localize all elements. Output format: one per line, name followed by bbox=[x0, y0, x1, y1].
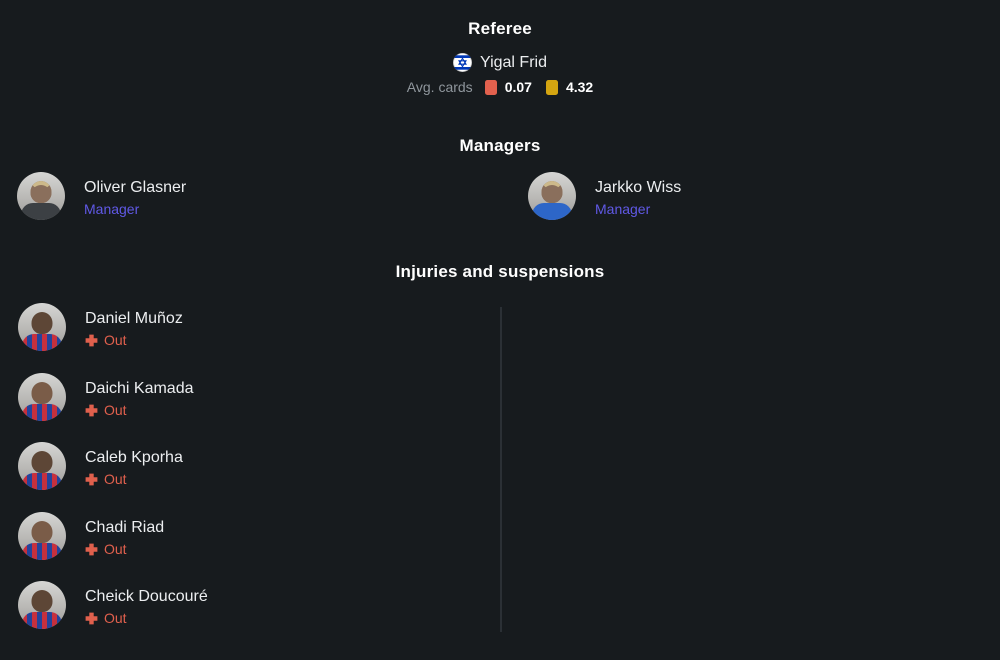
player-status: Out bbox=[104, 471, 127, 487]
player-status: Out bbox=[104, 540, 127, 557]
manager-role-label: Manager bbox=[595, 201, 651, 217]
yellow-card-icon bbox=[545, 79, 558, 95]
player-status: Out bbox=[104, 610, 127, 626]
player-name: Daniel Muñoz bbox=[85, 310, 183, 327]
player-row[interactable]: Cheick Doucouré Out bbox=[18, 581, 208, 629]
manager-row-away[interactable]: Jarkko Wiss Manager bbox=[528, 172, 681, 220]
yellow-card-average: 4.32 bbox=[565, 79, 594, 95]
medical-cross-icon bbox=[85, 334, 98, 347]
player-name: Cheick Doucouré bbox=[85, 588, 208, 605]
injuries-column-divider bbox=[500, 307, 502, 632]
red-card-average: 0.07 bbox=[504, 79, 532, 95]
player-avatar bbox=[18, 511, 66, 560]
medical-cross-icon bbox=[85, 473, 98, 486]
player-row[interactable]: Caleb Kporha Out bbox=[18, 442, 208, 490]
player-avatar bbox=[18, 303, 66, 351]
medical-cross-icon bbox=[85, 543, 98, 555]
player-name: Daichi Kamada bbox=[85, 379, 194, 397]
manager-row-home[interactable]: Oliver Glasner Manager bbox=[17, 172, 186, 220]
israel-flag-icon bbox=[453, 53, 472, 72]
managers-section-title: Managers bbox=[459, 136, 541, 155]
injuries-section-title: Injuries and suspensions bbox=[395, 262, 605, 281]
referee-avg-cards-row: Avg. cards 0.07 4.32 bbox=[0, 79, 1000, 95]
manager-name: Jarkko Wiss bbox=[595, 179, 682, 196]
manager-name: Oliver Glasner bbox=[84, 179, 187, 196]
injuries-home-list: Daniel Muñoz Out Daichi Kamada Out bbox=[18, 303, 208, 629]
manager-avatar bbox=[17, 172, 65, 220]
manager-avatar bbox=[528, 172, 576, 220]
player-avatar bbox=[18, 581, 66, 629]
manager-role-label: Manager bbox=[84, 201, 140, 217]
player-avatar bbox=[18, 372, 66, 421]
referee-name: Yigal Frid bbox=[480, 53, 547, 71]
player-row[interactable]: Chadi Riad Out bbox=[18, 511, 208, 560]
referee-row[interactable]: Yigal Frid bbox=[0, 53, 1000, 72]
player-row[interactable]: Daniel Muñoz Out bbox=[18, 303, 208, 351]
medical-cross-icon bbox=[85, 612, 98, 625]
medical-cross-icon bbox=[85, 404, 98, 416]
player-name: Caleb Kporha bbox=[85, 449, 183, 466]
player-row[interactable]: Daichi Kamada Out bbox=[18, 372, 208, 421]
avg-cards-label: Avg. cards bbox=[406, 79, 473, 95]
player-status: Out bbox=[104, 332, 127, 348]
player-status: Out bbox=[104, 401, 127, 418]
referee-section-title: Referee bbox=[468, 19, 532, 38]
red-card-icon bbox=[484, 79, 497, 95]
player-avatar bbox=[18, 442, 66, 490]
player-name: Chadi Riad bbox=[85, 518, 165, 536]
